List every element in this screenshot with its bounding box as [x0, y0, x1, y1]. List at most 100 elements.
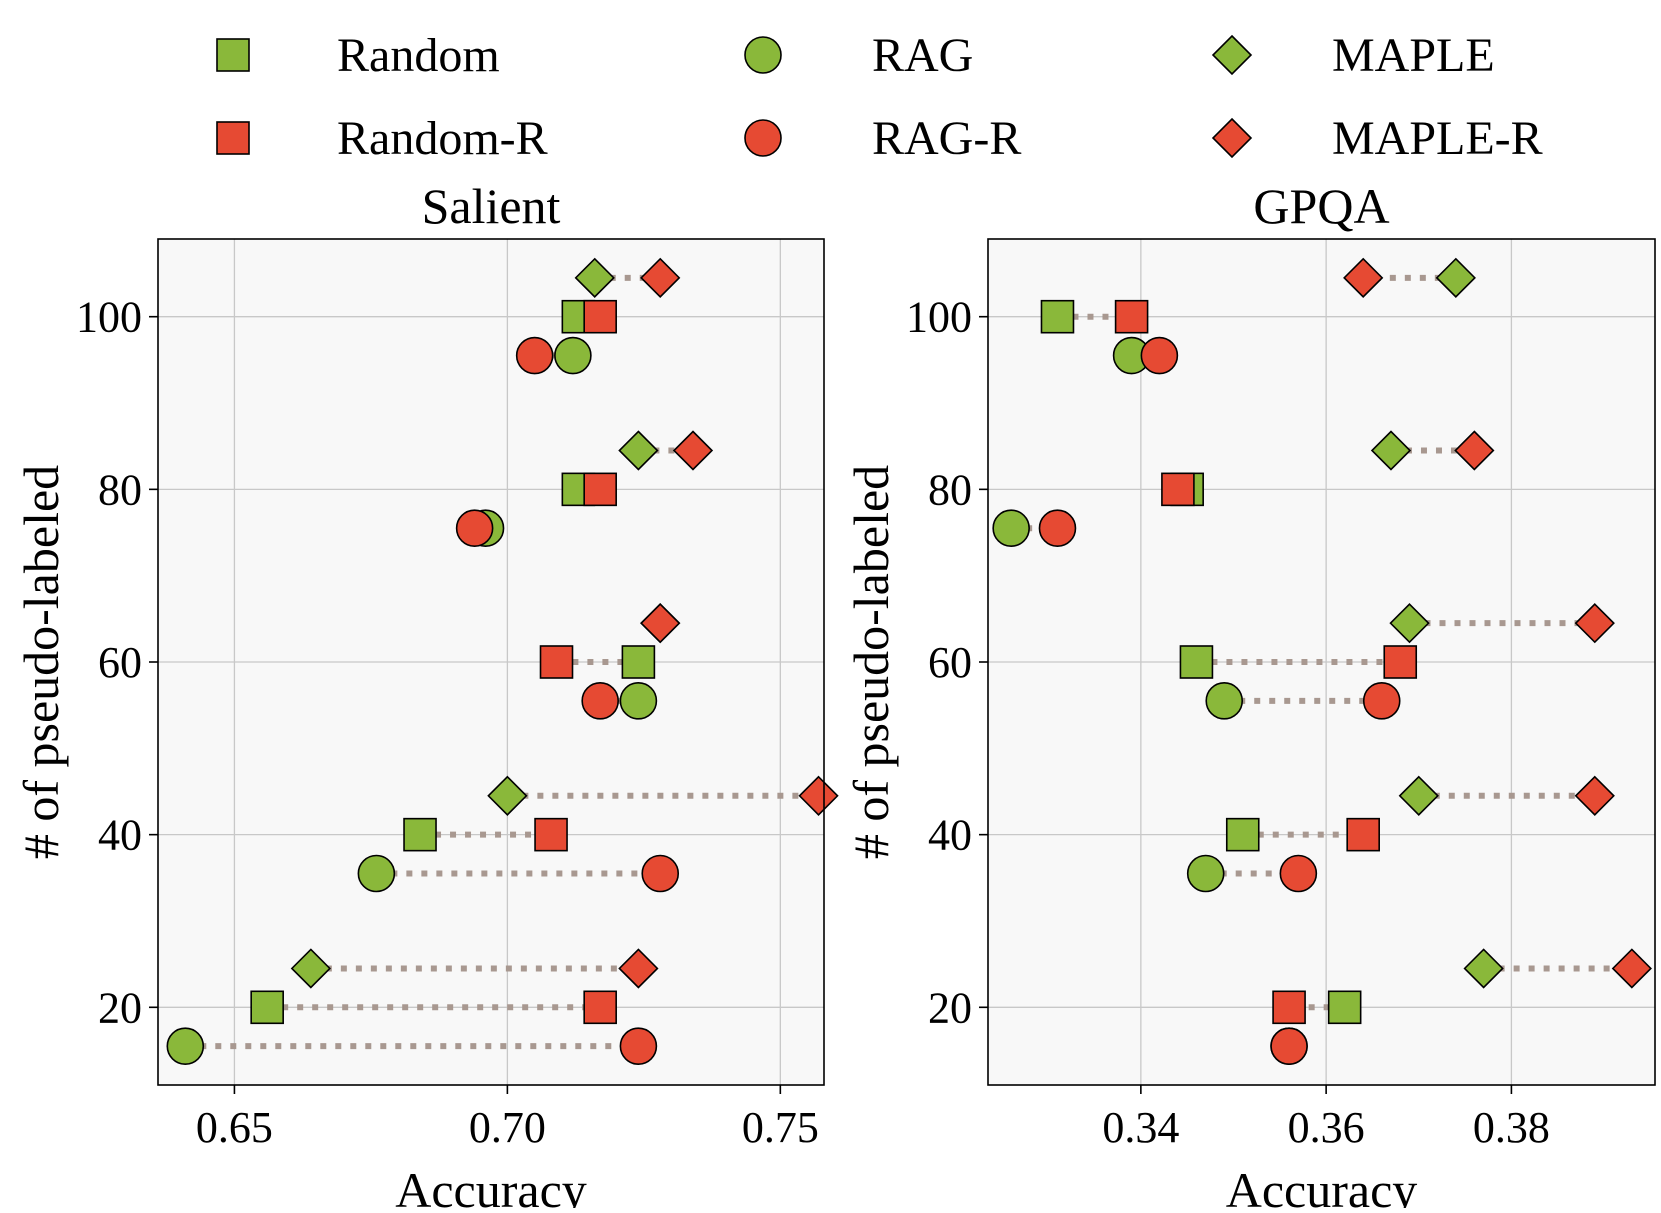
point-rag-40: [357, 854, 396, 893]
legend-label-random_r: Random-R: [337, 112, 548, 165]
y-tick-label: 80: [98, 465, 142, 514]
point-maple-80: [618, 430, 659, 471]
legend-marker-maple: [1211, 34, 1253, 76]
point-maple-20: [290, 948, 331, 989]
point-maple-r-20: [618, 948, 659, 989]
point-rag-r-40: [1279, 854, 1318, 893]
data-points: [992, 257, 1652, 1065]
ticks: 0.65 0.70 0.75 20 40 60 80 100: [76, 293, 819, 1152]
point-maple-r-100: [640, 257, 681, 298]
point-rag-r-80: [1038, 509, 1077, 547]
y-tick-label: 20: [98, 983, 142, 1032]
point-random-40: [1225, 817, 1260, 852]
point-random-100: [1040, 299, 1075, 334]
point-random-20: [1327, 990, 1362, 1025]
x-tick-label: 0.36: [1288, 1103, 1365, 1152]
legend-label-rag: RAG: [872, 29, 973, 82]
y-tick-label: 100: [76, 293, 142, 342]
y-tick-label: 60: [928, 638, 972, 687]
legend-entry-random_r: Random-R: [216, 112, 548, 165]
legend-marker-maple_r: [1211, 117, 1253, 159]
point-random-r-60: [539, 645, 574, 679]
point-maple-r-100: [1343, 257, 1384, 298]
point-random-20: [250, 990, 284, 1025]
point-random-r-100: [1114, 299, 1149, 334]
x-tick-label: 0.75: [742, 1103, 819, 1152]
y-axis-label: # of pseudo-labeled: [13, 465, 69, 859]
point-random-r-60: [1383, 645, 1418, 679]
y-tick-label: 100: [906, 293, 972, 342]
legend: Random RAG MAPLE Random-R RAG-R MAPLE-R: [216, 29, 1543, 165]
point-rag-20: [166, 1027, 205, 1065]
point-random-r-20: [1272, 990, 1306, 1025]
point-random-r-100: [583, 299, 617, 334]
point-maple-80: [1370, 430, 1412, 471]
point-maple-100: [1435, 257, 1476, 298]
legend-marker-random_r: [216, 121, 250, 155]
point-rag-60: [619, 682, 658, 720]
point-rag-80: [992, 509, 1030, 547]
point-maple-20: [1463, 948, 1504, 989]
data-points: [166, 257, 839, 1065]
point-random-60: [1179, 645, 1214, 679]
panel-title: GPQA: [1253, 178, 1389, 234]
legend-entry-random: Random: [216, 29, 500, 82]
point-random-r-80: [1161, 472, 1195, 507]
point-maple-r-40: [1574, 775, 1615, 816]
point-rag-r-80: [455, 509, 494, 547]
point-rag-r-100: [1140, 336, 1179, 375]
point-rag-100: [554, 336, 592, 375]
point-rag-r-20: [1270, 1027, 1308, 1065]
point-random-r-40: [534, 817, 568, 852]
ticks: 0.34 0.36 0.38 20 40 60 80 100: [906, 293, 1550, 1152]
x-axis-label: Accuracy: [395, 1162, 587, 1208]
point-random-r-40: [1346, 817, 1380, 852]
point-rag-r-40: [641, 854, 680, 893]
point-maple-r-80: [672, 430, 714, 471]
y-tick-label: 80: [928, 465, 972, 514]
legend-label-maple: MAPLE: [1332, 29, 1495, 82]
point-maple-100: [574, 257, 615, 298]
point-maple-60: [1389, 603, 1430, 644]
point-maple-40: [487, 775, 528, 816]
point-rag-r-20: [619, 1027, 658, 1065]
legend-marker-rag: [744, 36, 782, 74]
point-rag-r-60: [1362, 682, 1401, 720]
y-tick-label: 60: [98, 638, 142, 687]
point-rag-r-100: [515, 336, 554, 375]
point-maple-r-20: [1611, 948, 1652, 989]
point-maple-r-60: [640, 603, 681, 644]
panel-gpqa: 0.34 0.36 0.38 20 40 60 80 100 GPQA Accuracy # of …: [843, 178, 1656, 1213]
point-rag-40: [1186, 854, 1225, 893]
x-tick-label: 0.65: [196, 1103, 273, 1152]
point-rag-60: [1205, 682, 1244, 720]
x-tick-label: 0.38: [1473, 1103, 1550, 1152]
panel-title: Salient: [422, 178, 561, 234]
x-tick-label: 0.70: [469, 1103, 546, 1152]
point-random-40: [403, 817, 437, 852]
point-maple-40: [1398, 775, 1439, 816]
legend-label-random: Random: [337, 29, 500, 82]
point-maple-r-40: [798, 775, 839, 816]
point-maple-r-80: [1454, 430, 1495, 471]
panel-salient: 0.65 0.70 0.75 20 40 60 80 100 Salient Accuracy # …: [13, 178, 839, 1213]
y-axis-label: # of pseudo-labeled: [843, 465, 899, 859]
point-random-r-80: [583, 472, 617, 507]
point-random-r-20: [583, 990, 617, 1025]
point-maple-r-60: [1574, 603, 1615, 644]
y-tick-label: 20: [928, 983, 972, 1032]
x-tick-label: 0.34: [1102, 1103, 1179, 1152]
legend-entry-maple: MAPLE: [1211, 29, 1495, 82]
legend-entry-rag: RAG: [744, 29, 973, 82]
y-tick-label: 40: [98, 811, 142, 860]
legend-entry-maple_r: MAPLE-R: [1211, 112, 1543, 165]
legend-marker-random: [216, 38, 250, 72]
legend-entry-rag_r: RAG-R: [744, 112, 1021, 165]
legend-label-rag_r: RAG-R: [872, 112, 1021, 165]
point-rag-r-60: [581, 682, 619, 720]
legend-label-maple_r: MAPLE-R: [1332, 112, 1543, 165]
legend-marker-rag_r: [744, 119, 782, 157]
x-axis-label: Accuracy: [1226, 1162, 1418, 1208]
